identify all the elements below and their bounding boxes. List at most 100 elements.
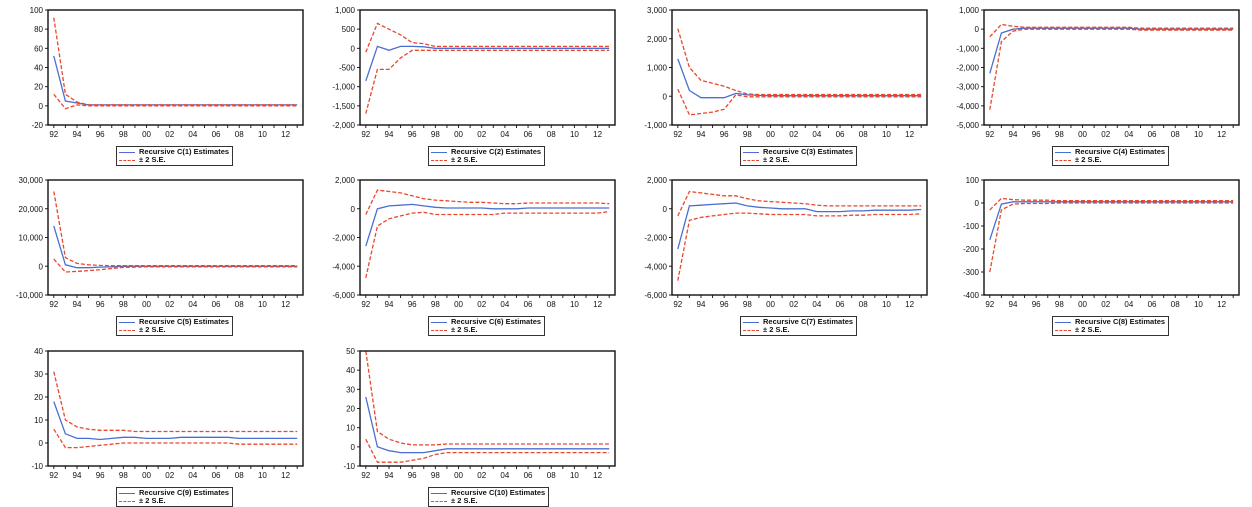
legend-swatch	[119, 151, 135, 153]
legend: Recursive C(8) Estimates ± 2 S.E.	[1052, 316, 1170, 336]
y-tick-label: 0	[39, 439, 44, 448]
x-tick-label: 98	[431, 471, 440, 480]
chart-svg: -1,000 0 1,000 2,000 3,000 92 94 96 98 00 02 04 06 08…	[644, 6, 928, 139]
legend-label: ± 2 S.E.	[139, 496, 166, 505]
y-tick-label: 20	[346, 405, 355, 414]
chart-svg: -5,000 -4,000 -3,000 -2,000 -1,000 0 1,000 92 94…	[956, 6, 1240, 139]
series-line-estimate	[677, 202, 922, 250]
chart-svg: -6,000 -4,000 -2,000 0 2,000 92 94 96 98 00 02 04 06…	[332, 176, 616, 309]
y-tick-label: 20,000	[19, 205, 44, 214]
x-tick-label: 02	[165, 300, 174, 309]
x-tick-label: 92	[49, 130, 58, 139]
x-tick-label: 04	[188, 471, 197, 480]
y-tick-label: 0	[39, 102, 44, 111]
x-tick-label: 04	[188, 300, 197, 309]
plot-frame	[47, 179, 304, 296]
x-tick-label: 00	[142, 471, 151, 480]
plot-frame	[671, 179, 928, 296]
x-tick-label: 94	[1009, 130, 1018, 139]
x-tick-label: 94	[1009, 300, 1018, 309]
legend-entry-band: ± 2 S.E.	[431, 156, 541, 164]
legend-swatch	[119, 321, 135, 323]
x-tick-label: 98	[743, 300, 752, 309]
series-line-upper-band	[365, 189, 610, 215]
series-line-estimate	[365, 396, 610, 454]
x-tick-label: 98	[119, 471, 128, 480]
legend-swatch	[119, 329, 135, 331]
chart-panel-9: -10 0 10 20 30 40 92 94 96 98 00 02 04 06 08 10 12 Recurs…	[10, 345, 310, 507]
y-tick-label: 0	[39, 262, 44, 271]
y-tick-label: 100	[30, 6, 44, 15]
legend-swatch	[431, 500, 447, 502]
legend: Recursive C(9) Estimates ± 2 S.E.	[116, 487, 234, 507]
chart-svg: -10,000 0 10,000 20,000 30,000 92 94 96 98 00 02 04…	[16, 176, 304, 309]
y-tick-label: -200	[963, 245, 980, 254]
x-tick-label: 98	[431, 130, 440, 139]
y-tick-label: 40	[34, 64, 43, 73]
series-line-upper-band	[989, 197, 1234, 211]
y-tick-label: 1,000	[647, 64, 668, 73]
x-tick-label: 12	[593, 130, 602, 139]
legend-label: Recursive C(9) Estimates	[139, 488, 230, 497]
legend-label: Recursive C(2) Estimates	[451, 147, 542, 156]
series-line-upper-band	[677, 190, 922, 217]
legend-swatch	[431, 159, 447, 161]
x-tick-label: 02	[165, 130, 174, 139]
y-tick-label: 2,000	[647, 35, 668, 44]
x-tick-label: 10	[882, 130, 891, 139]
legend-swatch	[119, 492, 135, 494]
x-tick-label: 92	[49, 300, 58, 309]
x-tick-label: 94	[385, 471, 394, 480]
series-line-estimate	[989, 27, 1234, 74]
x-tick-label: 10	[882, 300, 891, 309]
x-tick-label: 08	[547, 300, 556, 309]
x-tick-label: 94	[73, 130, 82, 139]
x-tick-label: 04	[812, 130, 821, 139]
x-tick-label: 10	[570, 471, 579, 480]
x-tick-label: 12	[1217, 130, 1226, 139]
x-tick-label: 96	[1032, 130, 1041, 139]
y-tick-label: 2,000	[335, 176, 356, 185]
x-tick-label: 94	[697, 130, 706, 139]
chart-svg: -6,000 -4,000 -2,000 0 2,000 92 94 96 98 00 02 04 06…	[644, 176, 928, 309]
x-tick-label: 92	[361, 130, 370, 139]
legend-entry-estimate: Recursive C(1) Estimates	[119, 148, 229, 156]
series-line-lower-band	[53, 93, 298, 110]
legend-swatch	[1055, 151, 1071, 153]
series-line-lower-band	[365, 438, 610, 463]
y-tick-label: 20	[34, 83, 43, 92]
legend: Recursive C(1) Estimates ± 2 S.E.	[116, 146, 234, 166]
y-tick-label: 100	[966, 176, 980, 185]
y-tick-label: 50	[346, 347, 355, 356]
x-tick-label: 08	[1171, 130, 1180, 139]
x-tick-label: 12	[905, 130, 914, 139]
y-tick-label: -400	[963, 291, 980, 300]
x-tick-label: 10	[1194, 130, 1203, 139]
x-tick-label: 08	[235, 300, 244, 309]
chart-panel-1: -20 0 20 40 60 80 100 92 94 96 98 00 02 04 06 08 10 12 Rec…	[10, 4, 310, 166]
x-tick-label: 10	[570, 300, 579, 309]
y-tick-label: -300	[963, 268, 980, 277]
chart-svg: -10 0 10 20 30 40 50 92 94 96 98 00 02 04 06 08 10 12	[343, 347, 616, 480]
legend-swatch	[431, 151, 447, 153]
series-line-upper-band	[53, 191, 298, 267]
y-tick-label: 10	[346, 424, 355, 433]
x-tick-label: 04	[500, 130, 509, 139]
series-line-estimate	[365, 45, 610, 82]
x-tick-label: 96	[96, 130, 105, 139]
y-tick-label: -2,000	[332, 121, 355, 130]
x-tick-label: 94	[697, 300, 706, 309]
series-line-lower-band	[53, 258, 298, 273]
legend-label: ± 2 S.E.	[451, 155, 478, 164]
legend: Recursive C(3) Estimates ± 2 S.E.	[740, 146, 858, 166]
series-line-estimate	[365, 203, 610, 247]
legend-entry-estimate: Recursive C(6) Estimates	[431, 318, 541, 326]
x-tick-label: 98	[119, 130, 128, 139]
x-tick-label: 04	[500, 471, 509, 480]
legend-label: Recursive C(10) Estimates	[451, 488, 546, 497]
x-tick-label: 06	[836, 130, 845, 139]
y-tick-label: 0	[351, 443, 356, 452]
legend-swatch	[743, 321, 759, 323]
x-tick-label: 96	[720, 130, 729, 139]
plot-frame	[47, 350, 304, 467]
